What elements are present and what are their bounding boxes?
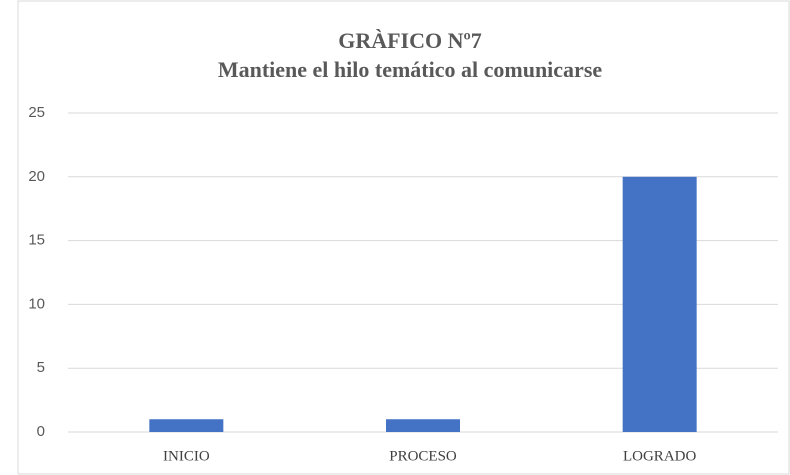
chart-subtitle: Mantiene el hilo temático al comunicarse <box>218 57 603 82</box>
y-tick-label: 0 <box>37 423 45 440</box>
y-tick-label: 20 <box>28 168 45 185</box>
x-tick-label: LOGRADO <box>623 448 696 464</box>
x-tick-label: PROCESO <box>389 448 457 464</box>
y-tick-label: 10 <box>28 295 45 312</box>
bar <box>386 419 460 432</box>
y-tick-label: 15 <box>28 232 45 249</box>
x-tick-label: INICIO <box>163 448 210 464</box>
y-tick-label: 5 <box>37 359 45 376</box>
bar <box>622 176 697 432</box>
chart-title: GRÀFICO Nº7 <box>338 28 482 53</box>
y-tick-label: 25 <box>28 104 45 121</box>
bar <box>149 419 224 432</box>
